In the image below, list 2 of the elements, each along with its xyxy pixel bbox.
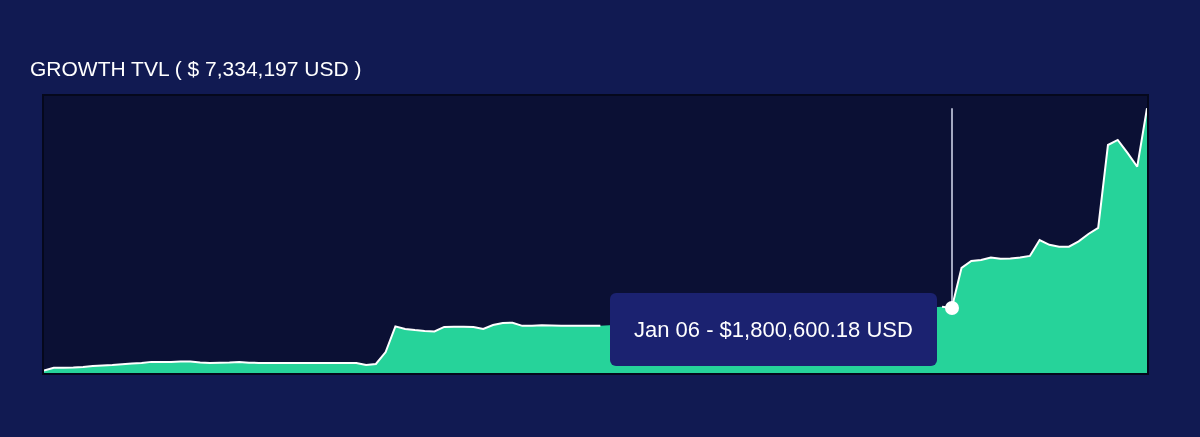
annotation: Jan 06 - $1,800,600.18 USD <box>634 317 913 342</box>
chart-title: GROWTH TVL ( $ 7,334,197 USD ) <box>30 57 362 81</box>
